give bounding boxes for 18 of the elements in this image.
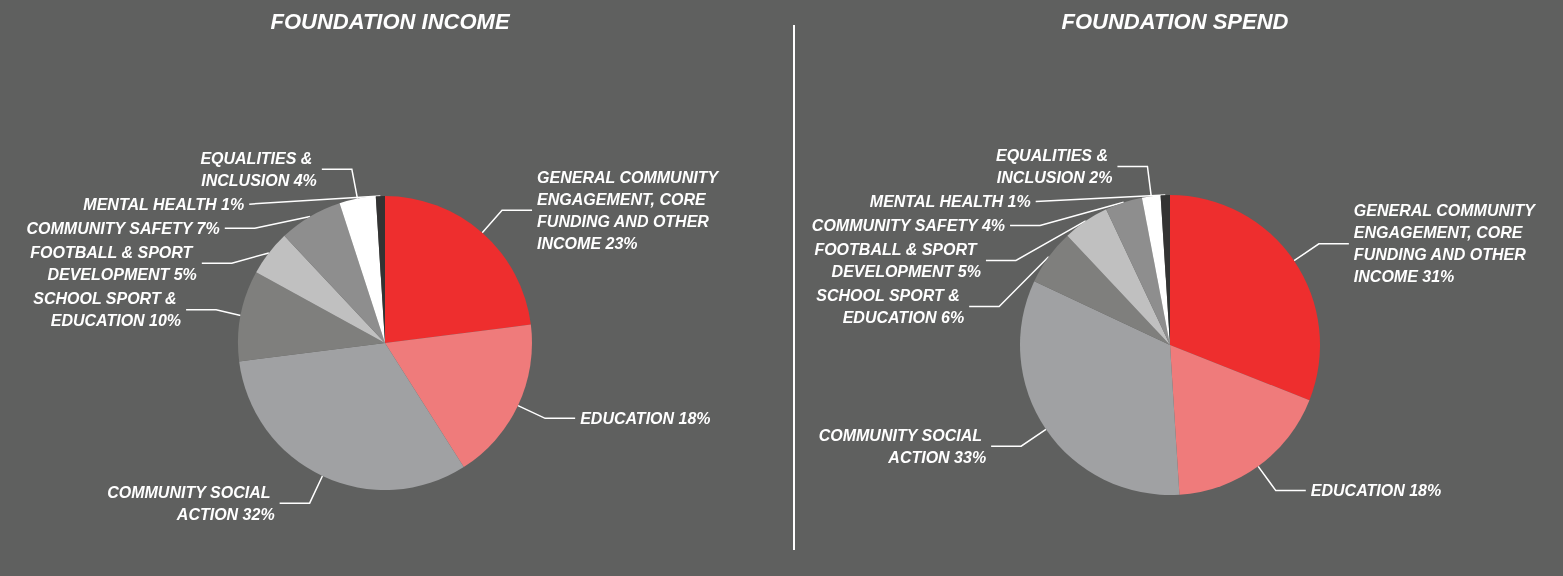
slice-label: GENERAL COMMUNITY ENGAGEMENT, CORE FUNDING AND OTHER INCOME 23% (537, 168, 723, 252)
slice-label: MENTAL HEALTH 1% (83, 195, 245, 213)
slice-label: SCHOOL SPORT & EDUCATION 10% (33, 290, 182, 330)
slice-label: COMMUNITY SAFETY 7% (26, 219, 220, 237)
slice-label: COMMUNITY SOCIAL ACTION 32% (107, 483, 275, 523)
slice-label: MENTAL HEALTH 1% (869, 192, 1031, 210)
slice-label: EDUCATION 18% (580, 409, 711, 427)
slice-label: GENERAL COMMUNITY ENGAGEMENT, CORE FUNDING AND OTHER INCOME 31% (1353, 202, 1540, 286)
slice-label: FOOTBALL & SPORT DEVELOPMENT 5% (814, 240, 981, 280)
chart-title: FOUNDATION INCOME (270, 8, 511, 34)
slice-label: EQUALITIES & INCLUSION 4% (200, 149, 317, 189)
slice-label: COMMUNITY SAFETY 4% (811, 216, 1006, 234)
chart-title: FOUNDATION SPEND (1061, 8, 1289, 34)
slice-label: EQUALITIES & INCLUSION 2% (995, 146, 1113, 186)
slice-label: SCHOOL SPORT & EDUCATION 6% (816, 286, 965, 326)
slice-label: EDUCATION 18% (1310, 482, 1442, 500)
slice-label: COMMUNITY SOCIAL ACTION 33% (818, 426, 987, 466)
slice-label: FOOTBALL & SPORT DEVELOPMENT 5% (30, 243, 197, 283)
